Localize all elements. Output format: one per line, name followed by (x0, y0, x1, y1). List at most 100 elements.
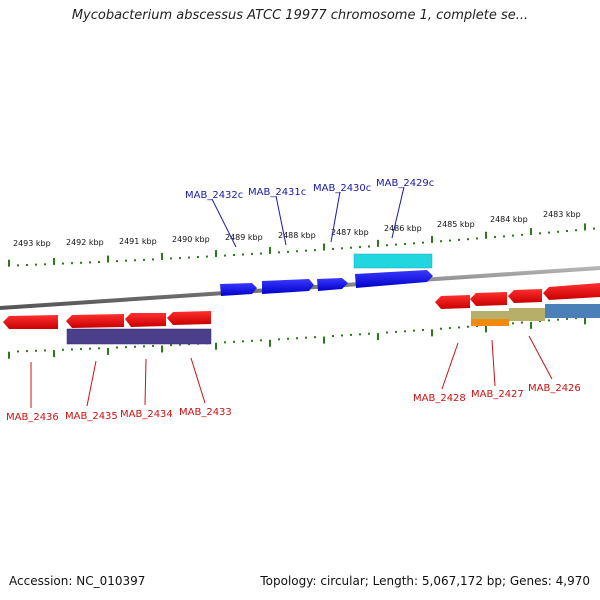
scale-dot (242, 253, 244, 256)
scale-tick (485, 325, 487, 333)
gene-arrow-reverse[interactable] (125, 313, 166, 327)
gene-arrow-forward[interactable] (317, 278, 348, 291)
scale-dot (341, 247, 343, 250)
feature-steel[interactable] (545, 304, 600, 318)
scale-dot (152, 258, 154, 261)
scale-dot (134, 345, 136, 348)
scale-tick (431, 329, 433, 337)
scale-dot (386, 331, 388, 334)
scale-tick (431, 235, 433, 243)
scale-dot (197, 256, 199, 259)
feature-olive[interactable] (471, 311, 509, 319)
gene-label-forward[interactable]: MAB_2431c (248, 187, 306, 198)
reverse-strand-genes (3, 283, 600, 345)
scale-dot (341, 334, 343, 337)
scale-dot (521, 233, 523, 236)
feature-cyan[interactable] (353, 253, 433, 269)
scale-dot (368, 245, 370, 248)
scale-dot (260, 252, 262, 255)
scale-dot (278, 338, 280, 341)
tick-label: 2486 kbp (384, 224, 422, 233)
gene-arrow-forward[interactable] (262, 279, 314, 294)
scale-dot (44, 349, 46, 352)
scale-dot (26, 350, 28, 353)
scale-dot (575, 229, 577, 232)
scale-dot (80, 348, 82, 351)
scale-tick (323, 243, 325, 251)
tick-label: 2487 kbp (331, 228, 369, 237)
scale-dot (359, 333, 361, 336)
gene-label-reverse[interactable]: MAB_2433 (179, 407, 232, 418)
scale-dot (305, 249, 307, 252)
gene-arrow-reverse[interactable] (435, 295, 470, 309)
gene-arrow-reverse[interactable] (543, 283, 600, 300)
gene-arrow-reverse[interactable] (66, 314, 124, 328)
scale-dot (368, 332, 370, 335)
scale-dot (251, 339, 253, 342)
scale-dot (134, 259, 136, 262)
scale-dot (566, 317, 568, 320)
forward-gene-labels: MAB_2432c MAB_2431c MAB_2430c MAB_2429c (185, 178, 434, 201)
scale-tick (215, 342, 217, 350)
gene-label-reverse[interactable]: MAB_2434 (120, 409, 173, 420)
scale-dot (278, 251, 280, 254)
gene-label-forward[interactable]: MAB_2430c (313, 183, 371, 194)
scale-dot (143, 345, 145, 348)
scale-dot (395, 243, 397, 246)
scale-dot (467, 238, 469, 241)
scale-dot (296, 250, 298, 253)
scale-tick (8, 259, 10, 267)
scale-dot (251, 252, 253, 255)
scale-dot (125, 259, 127, 262)
reverse-gene-labels: MAB_2436 MAB_2435 MAB_2434 MAB_2433 MAB_… (6, 383, 581, 423)
scale-dot (350, 246, 352, 249)
feature-purple[interactable] (66, 328, 212, 345)
scale-dot (458, 326, 460, 329)
scale-dot (98, 347, 100, 350)
scale-tick (377, 239, 379, 247)
scale-dot (440, 240, 442, 243)
gene-arrow-reverse[interactable] (470, 292, 507, 306)
gene-arrow-reverse[interactable] (508, 289, 542, 303)
gene-label-reverse[interactable]: MAB_2436 (6, 412, 59, 423)
scale-labels: 2493 kbp 2492 kbp 2491 kbp 2490 kbp 2489… (13, 210, 581, 248)
scale-dot (125, 346, 127, 349)
scale-dot (422, 241, 424, 244)
gene-label-reverse[interactable]: MAB_2426 (528, 383, 581, 394)
scale-dot (314, 336, 316, 339)
scale-dot (179, 257, 181, 260)
gene-arrow-forward[interactable] (355, 270, 433, 288)
gene-arrow-reverse[interactable] (167, 311, 211, 325)
scale-dot (386, 244, 388, 247)
scale-dot (404, 330, 406, 333)
scale-tick (269, 246, 271, 254)
scale-dot (575, 317, 577, 320)
scale-dot (35, 263, 37, 266)
scale-dot (359, 246, 361, 249)
genome-summary-text: Topology: circular; Length: 5,067,172 bp… (260, 574, 590, 588)
scale-dot (62, 262, 64, 265)
accession-text: Accession: NC_010397 (9, 574, 146, 588)
scale-dot (332, 247, 334, 250)
gene-label-reverse[interactable]: MAB_2428 (413, 393, 466, 404)
gene-arrow-reverse[interactable] (3, 315, 58, 329)
feature-orange[interactable] (471, 319, 509, 326)
tick-label: 2488 kbp (278, 231, 316, 240)
gene-label-reverse[interactable]: MAB_2435 (65, 411, 118, 422)
gene-label-reverse[interactable]: MAB_2427 (471, 389, 524, 400)
scale-dot (116, 260, 118, 263)
scale-dot (413, 242, 415, 245)
scale-tick (530, 228, 532, 236)
scale-tick (53, 257, 55, 265)
gene-arrow-forward[interactable] (220, 283, 257, 296)
gene-label-forward[interactable]: MAB_2429c (376, 178, 434, 189)
scale-dot (467, 325, 469, 328)
gene-label-forward[interactable]: MAB_2432c (185, 190, 243, 201)
scale-dot (35, 349, 37, 352)
tick-label: 2491 kbp (119, 237, 157, 246)
scale-dot (566, 230, 568, 233)
scale-dot (206, 255, 208, 258)
feature-olive[interactable] (509, 308, 545, 321)
scale-dot (413, 329, 415, 332)
scale-dot (143, 258, 145, 261)
